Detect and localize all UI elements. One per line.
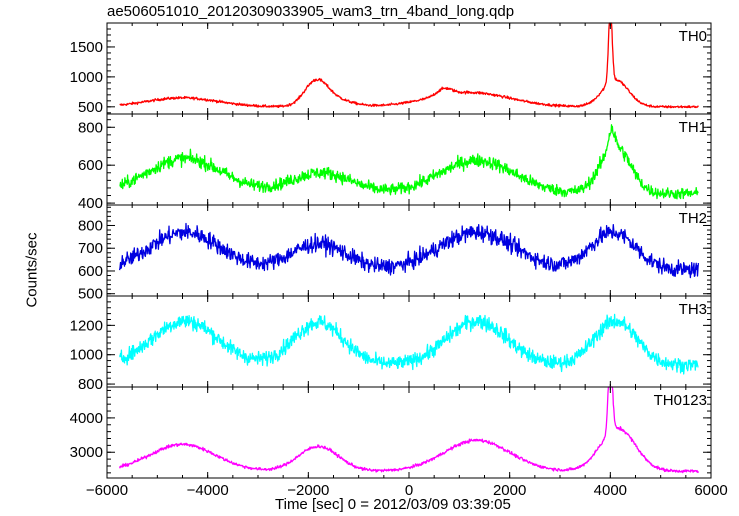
x-tick-label: −2000 bbox=[287, 482, 329, 499]
y-tick-label: 1500 bbox=[70, 39, 103, 56]
x-axis-label: Time [sec] 0 = 2012/03/09 03:39:05 bbox=[275, 496, 511, 513]
y-tick-label: 500 bbox=[78, 99, 103, 116]
panel-frame-th2 bbox=[106, 204, 712, 297]
x-tick-label: 0 bbox=[405, 482, 413, 499]
panel-label: TH2 bbox=[679, 210, 707, 227]
y-tick-label: 1000 bbox=[70, 347, 103, 364]
y-tick-label: 4000 bbox=[70, 410, 103, 427]
y-axis-label: Counts/sec bbox=[23, 232, 41, 308]
y-tick-label: 800 bbox=[78, 119, 103, 136]
series-line-th3 bbox=[118, 313, 699, 375]
x-tick-label: 6000 bbox=[694, 482, 727, 499]
y-tick-label: 3000 bbox=[70, 444, 103, 461]
panel-label: TH0123 bbox=[654, 392, 707, 409]
y-tick-label: 500 bbox=[78, 286, 103, 303]
y-tick-label: 1000 bbox=[70, 69, 103, 86]
y-tick-label: 800 bbox=[78, 376, 103, 393]
series-line-th2 bbox=[118, 222, 700, 279]
y-tick-label: 800 bbox=[78, 217, 103, 234]
chart-title: ae506051010_20120309033905_wam3_trn_4ban… bbox=[107, 3, 515, 20]
series-line-th1 bbox=[119, 124, 699, 200]
series-line-th0123 bbox=[118, 386, 700, 474]
panel-frame-th0 bbox=[106, 22, 712, 115]
x-tick-label: 4000 bbox=[594, 482, 627, 499]
series-line-th0 bbox=[119, 22, 699, 109]
y-tick-label: 600 bbox=[78, 157, 103, 174]
panel-frame-th0123 bbox=[106, 386, 712, 479]
x-tick-label: −4000 bbox=[187, 482, 229, 499]
y-tick-label: 1200 bbox=[70, 317, 103, 334]
panel-label: TH3 bbox=[679, 301, 707, 318]
x-tick-label: 2000 bbox=[493, 482, 526, 499]
panel-label: TH1 bbox=[679, 119, 707, 136]
panel-label: TH0 bbox=[679, 28, 707, 45]
y-tick-label: 600 bbox=[78, 263, 103, 280]
x-tick-label: −6000 bbox=[86, 482, 128, 499]
panel-frame-th3 bbox=[106, 295, 712, 388]
y-tick-label: 700 bbox=[78, 240, 103, 257]
y-tick-label: 400 bbox=[78, 195, 103, 212]
